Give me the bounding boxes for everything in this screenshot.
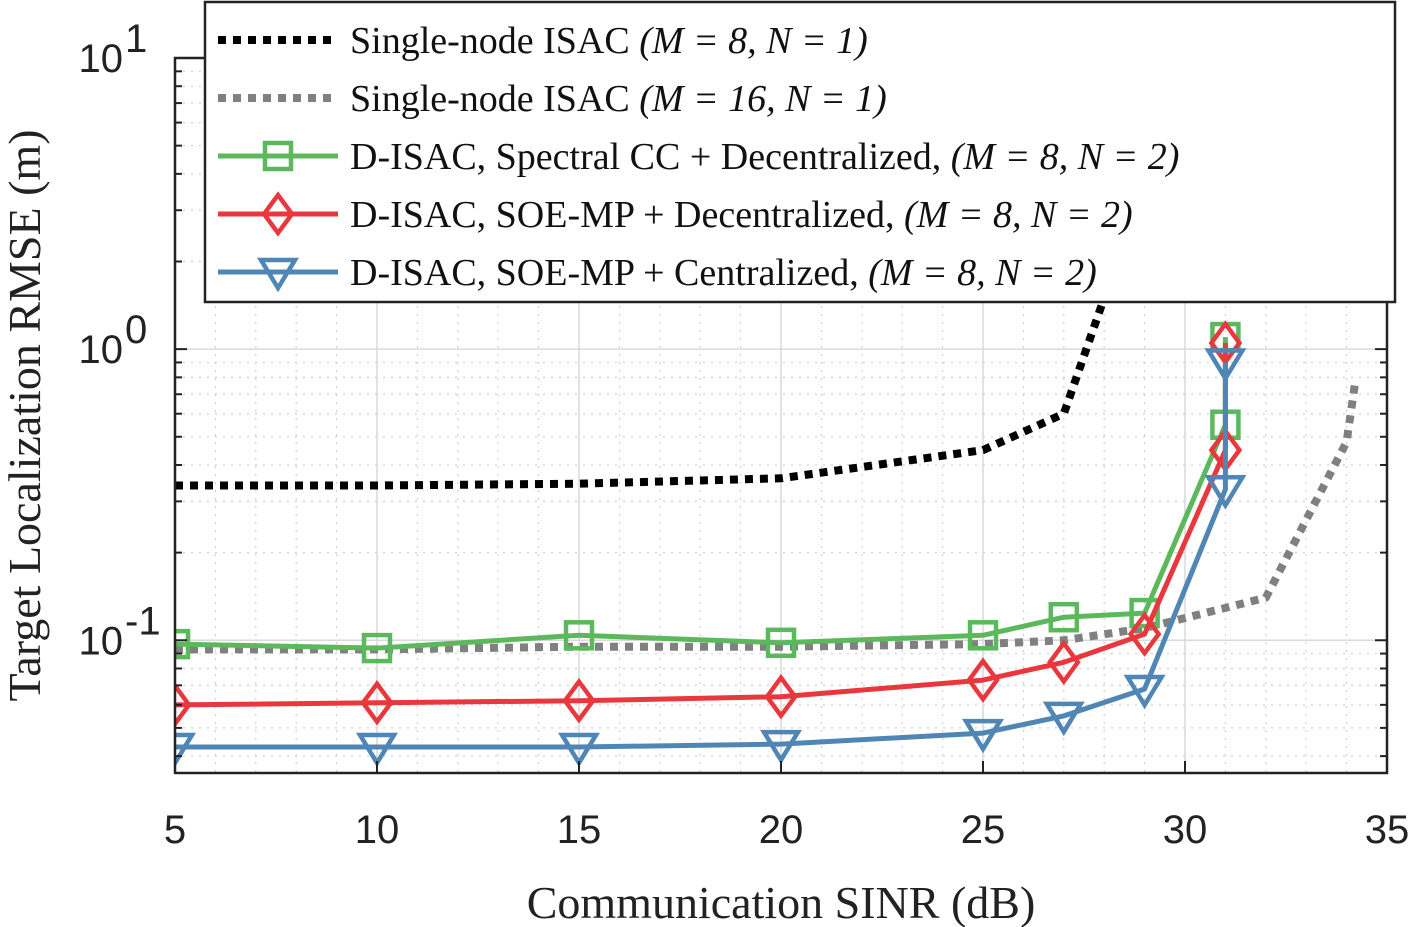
y-tick-label: 10 (79, 37, 124, 81)
legend-entry: Single-node ISAC (M = 16, N = 1) (350, 78, 887, 120)
legend-box (203, 0, 1397, 304)
legend-marker (257, 257, 299, 293)
legend-entry: D-ISAC, SOE-MP + Centralized, (M = 8, N … (350, 252, 1097, 294)
x-axis-label: Communication SINR (dB) (527, 877, 1036, 927)
x-tick-label: 15 (557, 808, 602, 852)
data-point-marker (1208, 320, 1243, 366)
series-5 (175, 348, 1247, 768)
legend-marker (262, 140, 294, 172)
series-3 (175, 321, 1241, 664)
x-tick-label: 35 (1365, 808, 1410, 852)
data-point-marker (1047, 639, 1081, 686)
data-point-marker (175, 628, 191, 660)
data-point-marker (563, 620, 595, 651)
y-axis-label: Target Localization RMSE (m) (0, 129, 50, 701)
data-point-marker (361, 632, 393, 664)
series-line (175, 337, 1228, 651)
data-point-marker (967, 620, 999, 651)
data-point-marker (562, 677, 596, 724)
series-line (175, 384, 1359, 654)
data-point-marker (1042, 701, 1085, 737)
series-line (175, 343, 1228, 708)
data-point-marker (1048, 601, 1080, 633)
legend-entry: Single-node ISAC (M = 8, N = 1) (350, 20, 868, 62)
series-1 (175, 209, 1121, 490)
y-tick-label: 10 (79, 619, 124, 663)
data-point-marker (764, 673, 798, 720)
data-point-marker (1204, 475, 1247, 510)
y-tick-label-exponent: 0 (125, 308, 147, 352)
series-layer (175, 209, 1359, 768)
data-point-marker (558, 732, 600, 768)
data-point-marker (1129, 597, 1160, 629)
data-point-marker (175, 682, 192, 728)
y-tick-label-exponent: -1 (125, 599, 161, 643)
series-line (175, 209, 1121, 490)
legend-entry: D-ISAC, SOE-MP + Decentralized, (M = 8, … (350, 194, 1133, 236)
y-tick-label-exponent: 1 (125, 17, 147, 61)
x-tick-label: 30 (1163, 808, 1208, 852)
data-point-marker (1204, 348, 1247, 383)
x-tick-label: 25 (961, 808, 1006, 852)
data-point-marker (360, 679, 394, 726)
data-point-marker (356, 732, 398, 768)
data-point-marker (765, 627, 797, 659)
series-2 (175, 384, 1359, 654)
x-tick-label: 10 (355, 808, 400, 852)
legend: Single-node ISAC (M = 8, N = 1) Single-no… (203, 0, 1397, 304)
x-tick-label: 5 (164, 808, 186, 852)
x-tick-labels: 5 10 15 20 25 30 35 (164, 808, 1409, 852)
data-point-marker (760, 729, 802, 765)
data-point-marker (962, 718, 1004, 754)
y-tick-label: 10 (79, 328, 124, 372)
legend-entry: D-ISAC, Spectral CC + Decentralized, (M … (350, 136, 1179, 178)
data-point-marker (1127, 611, 1162, 657)
data-point-marker (1123, 674, 1166, 710)
x-tick-label: 20 (759, 808, 804, 852)
data-point-marker (966, 657, 1000, 703)
series-line (175, 362, 1228, 750)
data-point-marker (175, 732, 196, 768)
legend-marker (261, 191, 295, 237)
